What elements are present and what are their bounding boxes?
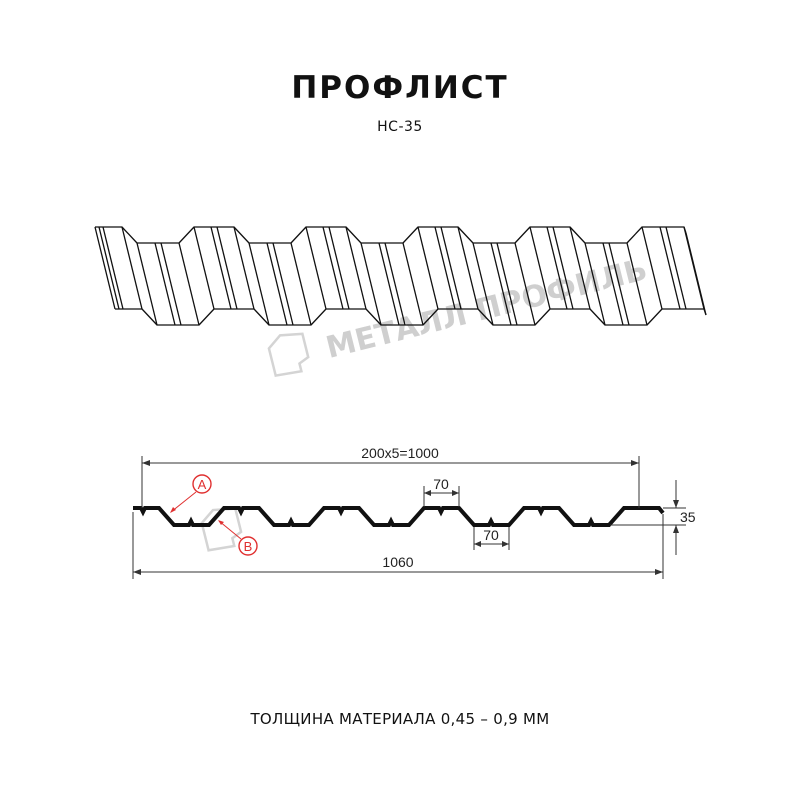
sheet-rib-line	[602, 242, 624, 326]
sheet-fold-line	[178, 242, 200, 326]
sheet-fold-line	[584, 242, 606, 326]
sheet-rib-line	[160, 242, 182, 326]
sheet-rib-line	[546, 226, 568, 310]
sheet-fold-line	[569, 226, 591, 310]
model-label: НС-35	[377, 119, 423, 135]
sheet-top-edge	[95, 226, 687, 244]
sheet-fold-line	[457, 226, 479, 310]
sheet-rib-line	[490, 242, 512, 326]
sheet-fold-line	[94, 226, 116, 310]
callout-a: A	[170, 474, 212, 513]
sheet-fold-line	[514, 242, 536, 326]
sheet-fold-line	[233, 226, 255, 310]
callout-b: B	[218, 520, 258, 556]
sheet-rib-line	[434, 226, 456, 310]
dim-label-1000: 200x5=1000	[361, 445, 439, 461]
sheet-edge-strip	[98, 226, 120, 310]
material-thickness-note: ТОЛЩИНА МАТЕРИАЛА 0,45 – 0,9 ММ	[250, 710, 550, 728]
sheet-fold-line	[290, 242, 312, 326]
page-title: ПРОФЛИСТ	[291, 70, 509, 106]
sheet-rib-line	[384, 242, 406, 326]
callout-b-label: B	[244, 539, 253, 554]
sheet-rib-line	[608, 242, 630, 326]
sheet-fold-line	[402, 242, 424, 326]
sheet-rib-line	[496, 242, 518, 326]
sheet-rib-line	[216, 226, 238, 310]
dim-label-1060: 1060	[382, 554, 413, 570]
sheet-rib-line	[552, 226, 574, 310]
profile-cross-section	[133, 506, 665, 527]
dim-label-top-70: 70	[433, 476, 449, 492]
dim-label-35: 35	[680, 509, 696, 525]
callout-a-label: A	[198, 477, 207, 492]
sheet-fold-line	[626, 242, 648, 326]
sheet-rib-line	[322, 226, 344, 310]
watermark-logo-icon	[200, 507, 243, 552]
sheet-fold-line	[248, 242, 270, 326]
dimension-lines	[132, 456, 686, 579]
sheet-rib-line	[272, 242, 294, 326]
dim-label-bottom-70: 70	[483, 527, 499, 543]
sheet-rib-line	[659, 226, 681, 310]
sheet-rib-line	[378, 242, 400, 326]
sheet-fold-line	[136, 242, 158, 326]
sheet-3d-view	[94, 226, 707, 326]
watermark-logo-icon	[267, 332, 310, 377]
sheet-fold-line	[345, 226, 367, 310]
sheet-fold-line	[121, 226, 143, 310]
watermark-logo-bottom	[200, 507, 243, 552]
sheet-fold-line	[685, 232, 707, 316]
sheet-rib-line	[210, 226, 232, 310]
sheet-fold-line	[641, 226, 663, 310]
sheet-fold-line	[529, 226, 551, 310]
sheet-fold-line	[305, 226, 327, 310]
sheet-fold-line	[472, 242, 494, 326]
sheet-fold-line	[417, 226, 439, 310]
sheet-fold-line	[360, 242, 382, 326]
sheet-rib-line	[154, 242, 176, 326]
sheet-rib-line	[266, 242, 288, 326]
sheet-rib-line	[328, 226, 350, 310]
sheet-fold-line	[193, 226, 215, 310]
sheet-rib-line	[665, 226, 687, 310]
sheet-edge-strip	[102, 226, 124, 310]
sheet-rib-line	[440, 226, 462, 310]
